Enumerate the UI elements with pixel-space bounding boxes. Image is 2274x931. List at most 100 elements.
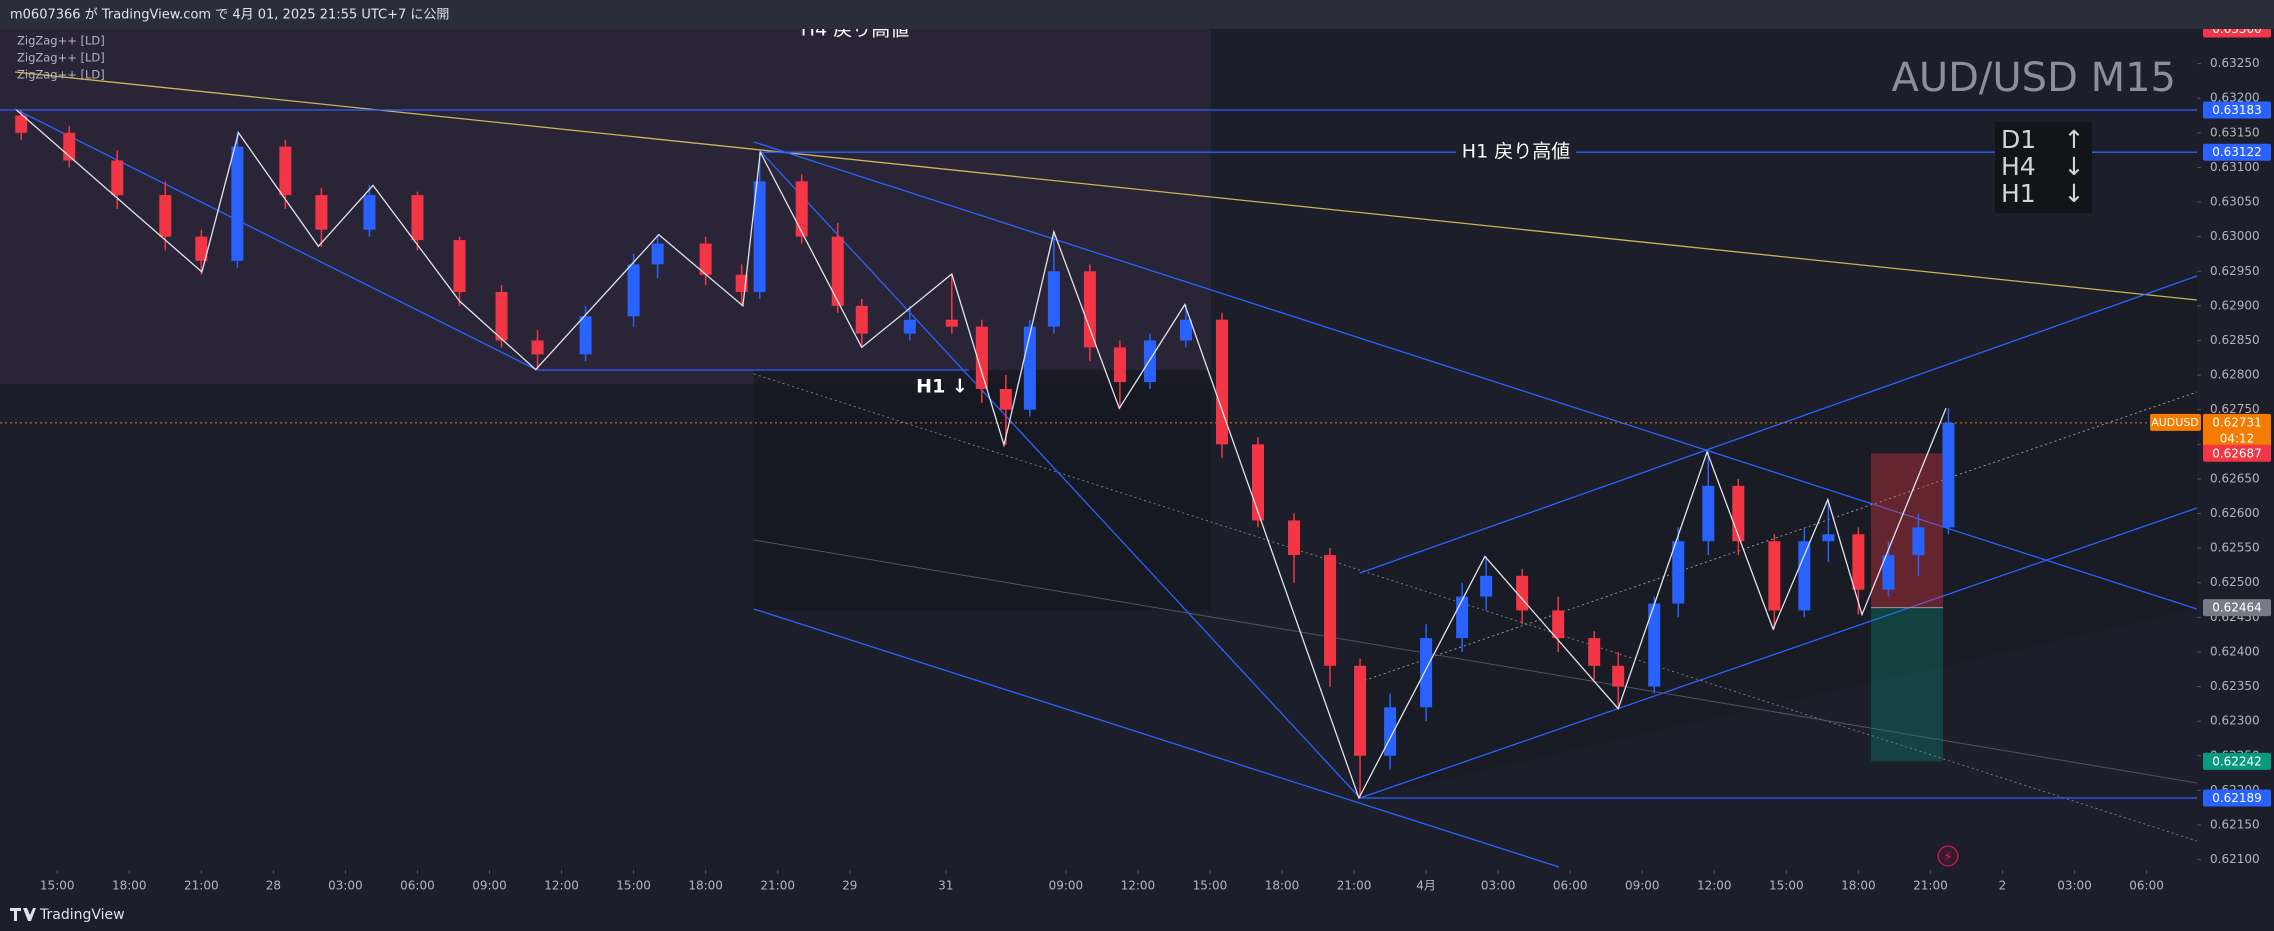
candle-body — [315, 195, 328, 230]
y-tick-label: 0.63050 — [2210, 195, 2260, 209]
position-profit — [1871, 607, 1943, 762]
y-tick-label: 0.62600 — [2210, 506, 2260, 520]
y-tick-label: 0.62400 — [2210, 644, 2260, 658]
price-label: 0.62464 — [2212, 601, 2262, 615]
x-tick-label: 06:00 — [400, 879, 435, 893]
candle-body — [1047, 271, 1060, 327]
alert-icon — [1937, 845, 1959, 867]
channel-line — [753, 608, 1560, 868]
candle-body — [699, 243, 712, 275]
mid-line — [753, 539, 2198, 784]
candle-body — [531, 340, 544, 355]
trend-arrow: ↓ — [2064, 179, 2085, 208]
x-tick-label: 28 — [266, 879, 281, 893]
trend-arrow: ↓ — [2064, 152, 2085, 181]
channel-line — [1359, 507, 2198, 799]
x-tick-label: 09:00 — [1625, 879, 1660, 893]
alert-glyph: ⚡ — [1944, 850, 1952, 864]
header-bar — [0, 0, 2274, 29]
price-label: 0.62242 — [2212, 754, 2262, 768]
x-tick-label: 18:00 — [688, 879, 723, 893]
candle-body — [1942, 422, 1955, 528]
y-tick-label: 0.62550 — [2210, 541, 2260, 555]
y-tick-label: 0.62800 — [2210, 368, 2260, 382]
header: m0607366 が TradingView.com で 4月 01, 2025… — [10, 8, 449, 23]
channel-line — [760, 151, 1361, 799]
y-tick-label: 0.62500 — [2210, 575, 2260, 589]
price-label-bg — [2203, 789, 2271, 807]
candle-body — [1702, 485, 1715, 542]
y-tick-label: 0.63150 — [2210, 125, 2260, 139]
y-tick-label: 0.62750 — [2210, 402, 2260, 416]
candle-body — [1672, 541, 1685, 604]
candle-body — [1384, 707, 1397, 756]
x-tick-label: 21:00 — [1337, 879, 1372, 893]
y-tick-label: 0.63250 — [2210, 56, 2260, 70]
candle-body — [411, 195, 424, 241]
candle-body — [627, 264, 640, 317]
price-label-bg — [2203, 444, 2271, 462]
candle-body — [831, 236, 844, 306]
x-tick-label: 15:00 — [40, 879, 75, 893]
candle-body — [1420, 638, 1433, 708]
candle-body — [15, 115, 28, 133]
levels — [0, 109, 2197, 799]
x-tick-label: 15:00 — [1769, 879, 1804, 893]
y-tick-label: 0.62100 — [2210, 852, 2260, 866]
candle-body — [975, 326, 988, 389]
candle-body — [903, 319, 916, 334]
symbol-tag-bg — [2150, 413, 2201, 431]
candle-body — [159, 195, 172, 237]
trend-timeframe: H4 — [2001, 152, 2036, 181]
candle-body — [1456, 596, 1469, 639]
annotation: H1 戻り高値 — [1462, 141, 1570, 163]
candle-body — [195, 236, 208, 261]
indicator-label: ZigZag++ [LD] — [17, 51, 105, 65]
channel-line — [14, 108, 538, 371]
y-tick-label: 0.63000 — [2210, 229, 2260, 243]
x-tick-label: 15:00 — [1193, 879, 1228, 893]
candle-body — [1083, 271, 1096, 348]
y-tick-label: 0.62650 — [2210, 471, 2260, 485]
candle-body — [1354, 665, 1367, 756]
x-tick-label: 18:00 — [1841, 879, 1876, 893]
x-tick-label: 21:00 — [184, 879, 219, 893]
candle-body — [231, 146, 244, 261]
candle-body — [1732, 485, 1745, 542]
x-tick-label: 06:00 — [2129, 879, 2164, 893]
x-tick-label: 06:00 — [1553, 879, 1588, 893]
candle-body — [1612, 665, 1625, 687]
price-label: 0.62687 — [2212, 446, 2262, 460]
position-loss — [1871, 453, 1943, 608]
candle-body — [1648, 603, 1661, 687]
candles — [15, 109, 1955, 800]
axes: ⚡ 0.621000.621500.622000.622500.623000.6… — [0, 20, 2274, 900]
price-label-bg — [2203, 752, 2271, 770]
x-tick-label: 4月 — [1416, 879, 1436, 893]
trend-timeframe: D1 — [2001, 125, 2036, 154]
x-tick-label: 03:00 — [2057, 879, 2092, 893]
y-tick-label: 0.63100 — [2210, 160, 2260, 174]
candle-body — [651, 243, 664, 265]
y-tick-label: 0.62950 — [2210, 264, 2260, 278]
zigzag-line — [15, 109, 1947, 800]
y-tick-label: 0.62300 — [2210, 714, 2260, 728]
candle-body — [1882, 555, 1895, 590]
x-tick-label: 18:00 — [1265, 879, 1300, 893]
candle-body — [1324, 555, 1337, 666]
y-tick-label: 0.62150 — [2210, 818, 2260, 832]
zone — [1360, 276, 2197, 798]
price-label-bg — [2203, 143, 2271, 161]
x-tick-label: 21:00 — [1913, 879, 1948, 893]
x-tick-label: 21:00 — [760, 879, 795, 893]
y-tick-label: 0.62850 — [2210, 333, 2260, 347]
y-tick-label: 0.63200 — [2210, 91, 2260, 105]
price-label: 0.62189 — [2212, 791, 2262, 805]
candle-body — [1113, 347, 1126, 383]
candle-body — [1143, 340, 1156, 383]
candle-body — [1768, 541, 1781, 611]
price-label: 0.62731 — [2212, 415, 2262, 429]
candle-body — [945, 319, 958, 327]
